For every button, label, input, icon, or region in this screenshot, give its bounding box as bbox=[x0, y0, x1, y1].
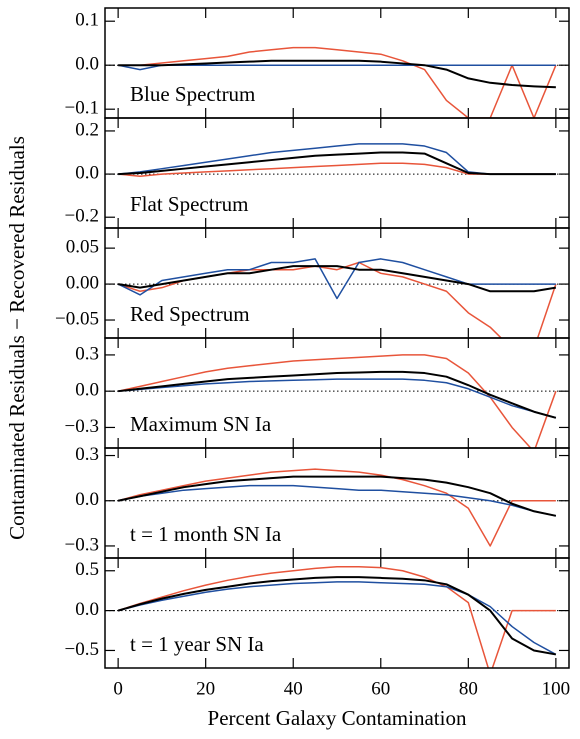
y-tick-label: −0.5 bbox=[65, 639, 99, 660]
y-tick-label: 0.5 bbox=[75, 559, 99, 580]
y-tick-label: 0.3 bbox=[75, 343, 99, 364]
plot-area bbox=[118, 143, 556, 177]
panel-annotation: t = 1 month SN Ia bbox=[130, 522, 282, 546]
plot-area bbox=[117, 468, 557, 547]
panel-frame bbox=[104, 557, 570, 669]
series-line bbox=[117, 64, 556, 71]
y-tick-label: 0.05 bbox=[66, 236, 99, 257]
panel-annotation: Flat Spectrum bbox=[130, 192, 248, 216]
series-line bbox=[117, 468, 556, 547]
y-tick-label: −0.2 bbox=[65, 206, 99, 227]
series-line bbox=[117, 475, 557, 517]
y-tick-label: 0.0 bbox=[75, 162, 99, 183]
series-line bbox=[117, 484, 557, 517]
y-tick-label: −0.3 bbox=[65, 416, 99, 437]
y-tick-label: 0.2 bbox=[75, 119, 99, 140]
series-line bbox=[118, 151, 556, 176]
y-tick-label: −0.1 bbox=[65, 98, 99, 119]
x-tick-label: 60 bbox=[371, 678, 390, 699]
series-line bbox=[117, 576, 557, 656]
panel: −0.3 0.0 0.3 t = 1 month SN Ia bbox=[65, 444, 570, 559]
panel: −0.3 0.0 0.3 Maximum SN Ia bbox=[65, 337, 570, 449]
x-tick-label: 100 bbox=[542, 678, 571, 699]
x-tick-label: 20 bbox=[196, 678, 215, 699]
series-line bbox=[117, 581, 557, 656]
panel: −0.2 0.0 0.2 Flat Spectrum bbox=[65, 117, 570, 229]
series-line bbox=[117, 566, 556, 668]
y-tick-label: 0.3 bbox=[75, 444, 99, 465]
y-tick-label: −0.3 bbox=[65, 534, 99, 555]
y-tick-label: 0.0 bbox=[75, 599, 99, 620]
plot-area bbox=[117, 46, 557, 118]
panel: −0.5 0.0 0.5 0 20 40 60 80 100 t = 1 year SN Ia bbox=[65, 557, 571, 699]
series-line bbox=[117, 354, 557, 448]
y-tick-label: 0.0 bbox=[75, 380, 99, 401]
x-tick-label: 40 bbox=[284, 678, 303, 699]
x-tick-label: 0 bbox=[113, 678, 123, 699]
x-axis-label: Percent Galaxy Contamination bbox=[208, 706, 467, 730]
panel-annotation: t = 1 year SN Ia bbox=[130, 632, 264, 656]
panel: −0.1 0.0 0.1 Blue Spectrum bbox=[65, 7, 570, 119]
panel-annotation: Maximum SN Ia bbox=[130, 412, 272, 436]
plot-area bbox=[117, 566, 557, 668]
y-tick-label: −0.05 bbox=[55, 308, 99, 329]
plot-area bbox=[117, 354, 557, 448]
series-line bbox=[117, 265, 557, 293]
y-axis-label: Contaminated Residuals − Recovered Resid… bbox=[5, 136, 29, 540]
y-tick-label: 0.0 bbox=[75, 54, 99, 75]
series-line bbox=[118, 59, 556, 89]
panel: −0.05 0.00 0.05 Red Spectrum bbox=[55, 227, 570, 339]
series-line bbox=[118, 370, 557, 419]
y-tick-label: 0.00 bbox=[66, 272, 99, 293]
series-line bbox=[117, 258, 556, 300]
series-line bbox=[118, 46, 557, 118]
series-line bbox=[118, 378, 557, 419]
plot-area bbox=[117, 258, 557, 338]
y-tick-label: 0.0 bbox=[75, 489, 99, 510]
y-tick-label: 0.1 bbox=[75, 10, 99, 31]
x-tick-label: 80 bbox=[459, 678, 478, 699]
panel-annotation: Red Spectrum bbox=[130, 302, 250, 326]
panel-annotation: Blue Spectrum bbox=[130, 82, 255, 106]
